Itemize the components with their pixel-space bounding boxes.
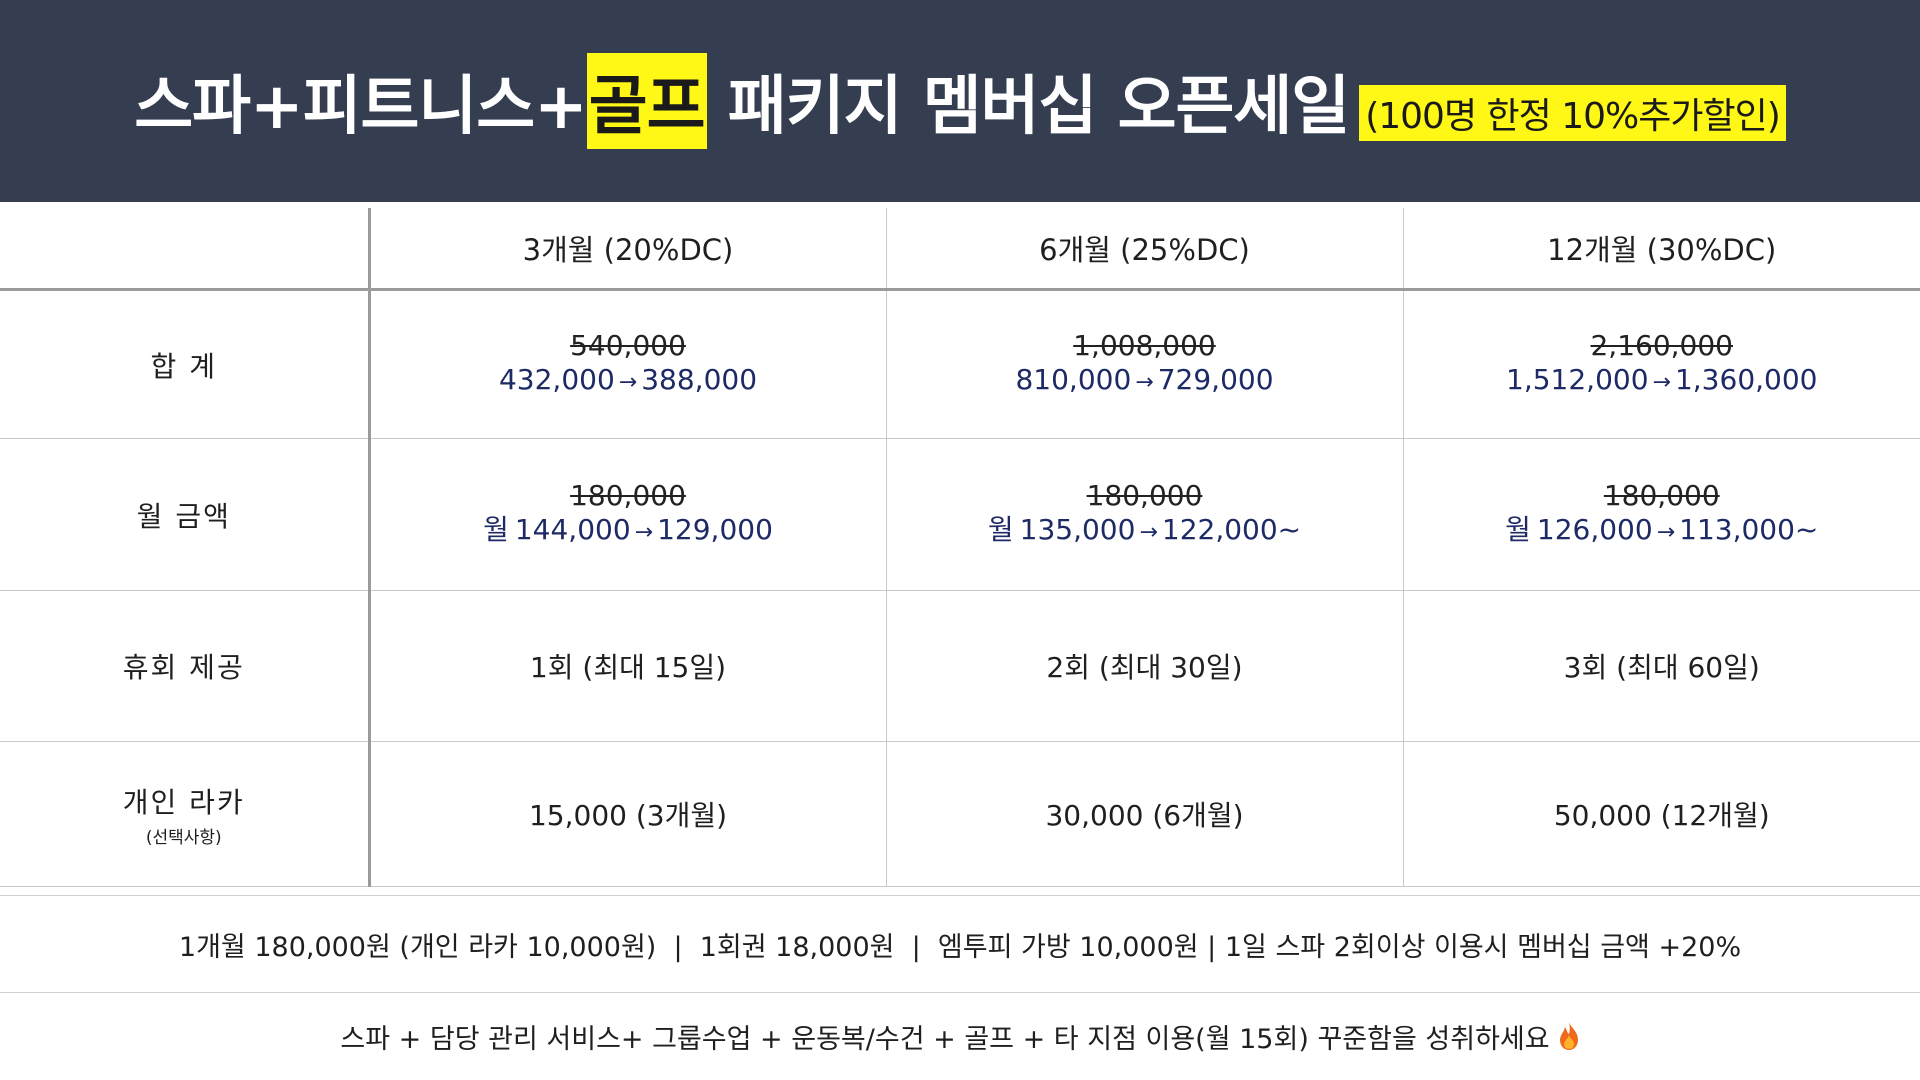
discounted-price: 1,512,000 → 1,360,000 <box>1506 363 1818 396</box>
table-header-row: 3개월 (20%DC) 6개월 (25%DC) 12개월 (30%DC) <box>0 208 1920 291</box>
row-sublabel-optional: (선택사항) <box>145 827 222 848</box>
arrow-icon: → <box>1139 520 1158 545</box>
title-highlight: 골프 <box>586 53 707 149</box>
original-price: 180,000 <box>1603 479 1720 512</box>
arrow-icon: → <box>1656 520 1676 545</box>
original-price: 180,000 <box>570 479 686 512</box>
table-corner-cell <box>0 208 371 291</box>
discounted-price: 월 144,000 → 129,000 <box>483 513 773 546</box>
pricing-note-single: 1개월 180,000원 (개인 라카 10,000원) | 1회권 18,00… <box>0 895 1920 993</box>
locker-cell-3m: 15,000 (3개월) <box>368 741 886 887</box>
note-line-2: 스파 + 담당 관리 서비스+ 그룹수업 + 운동복/수건 + 골프 + 타 지… <box>340 1023 1550 1055</box>
arrow-icon: → <box>634 520 654 545</box>
header-banner: 스파+피트니스+ 골프 패키지 멤버십 오픈세일 (100명 한정 10%추가할인) <box>0 0 1920 202</box>
monthly-cell-3m: 180,000 월 144,000 → 129,000 <box>368 438 886 591</box>
table-row-locker: 개인 라카 (선택사항) 15,000 (3개월) 30,000 (6개월) 5… <box>0 741 1920 887</box>
discounted-price: 월 126,000 → 113,000~ <box>1505 513 1819 546</box>
discounted-price: 810,000 → 729,000 <box>1015 363 1274 396</box>
column-header-6m: 6개월 (25%DC) <box>885 208 1403 291</box>
table-row-total: 합 계 540,000 432,000 → 388,000 1,008,000 81… <box>0 289 1920 439</box>
pause-cell-3m: 1회 (최대 15일) <box>368 590 886 742</box>
title-rest: 패키지 멤버십 오픈세일 <box>706 70 1350 144</box>
pricing-table: 3개월 (20%DC) 6개월 (25%DC) 12개월 (30%DC) 합 계… <box>0 208 1920 887</box>
monthly-cell-12m: 180,000 월 126,000 → 113,000~ <box>1402 438 1920 591</box>
original-price: 180,000 <box>1086 479 1203 512</box>
title-main: 스파+피트니스+ <box>134 70 588 144</box>
original-price: 2,160,000 <box>1590 329 1733 362</box>
original-price: 540,000 <box>570 329 686 362</box>
locker-cell-12m: 50,000 (12개월) <box>1402 741 1920 887</box>
note-line-1: 1개월 180,000원 (개인 라카 10,000원) | 1회권 18,00… <box>178 931 1742 963</box>
total-cell-6m: 1,008,000 810,000 → 729,000 <box>885 289 1403 439</box>
locker-cell-6m: 30,000 (6개월) <box>885 741 1403 887</box>
row-label-monthly: 월 금액 <box>0 438 371 591</box>
monthly-cell-6m: 180,000 월 135,000 → 122,000~ <box>885 438 1403 591</box>
table-row-pause: 휴회 제공 1회 (최대 15일) 2회 (최대 30일) 3회 (최대 60일… <box>0 590 1920 742</box>
title-subtitle-badge: (100명 한정 10%추가할인) <box>1359 85 1786 141</box>
arrow-icon: → <box>618 370 638 395</box>
pricing-note-benefits: 스파 + 담당 관리 서비스+ 그룹수업 + 운동복/수건 + 골프 + 타 지… <box>0 992 1920 1080</box>
column-header-3m: 3개월 (20%DC) <box>368 208 886 291</box>
discounted-price: 월 135,000 → 122,000~ <box>987 513 1302 546</box>
pause-cell-6m: 2회 (최대 30일) <box>885 590 1403 742</box>
total-cell-3m: 540,000 432,000 → 388,000 <box>368 289 886 439</box>
total-cell-12m: 2,160,000 1,512,000 → 1,360,000 <box>1402 289 1920 439</box>
column-header-12m: 12개월 (30%DC) <box>1402 208 1920 291</box>
original-price: 1,008,000 <box>1073 329 1216 362</box>
fire-icon <box>1558 1021 1580 1051</box>
row-label-total: 합 계 <box>0 289 371 439</box>
pause-cell-12m: 3회 (최대 60일) <box>1402 590 1920 742</box>
row-label-pause: 휴회 제공 <box>0 590 371 742</box>
page-title: 스파+피트니스+ 골프 패키지 멤버십 오픈세일 (100명 한정 10%추가할인) <box>134 53 1786 149</box>
arrow-icon: → <box>1135 370 1154 395</box>
row-label-locker: 개인 라카 (선택사항) <box>0 741 371 887</box>
arrow-icon: → <box>1652 370 1671 395</box>
discounted-price: 432,000 → 388,000 <box>498 363 758 396</box>
